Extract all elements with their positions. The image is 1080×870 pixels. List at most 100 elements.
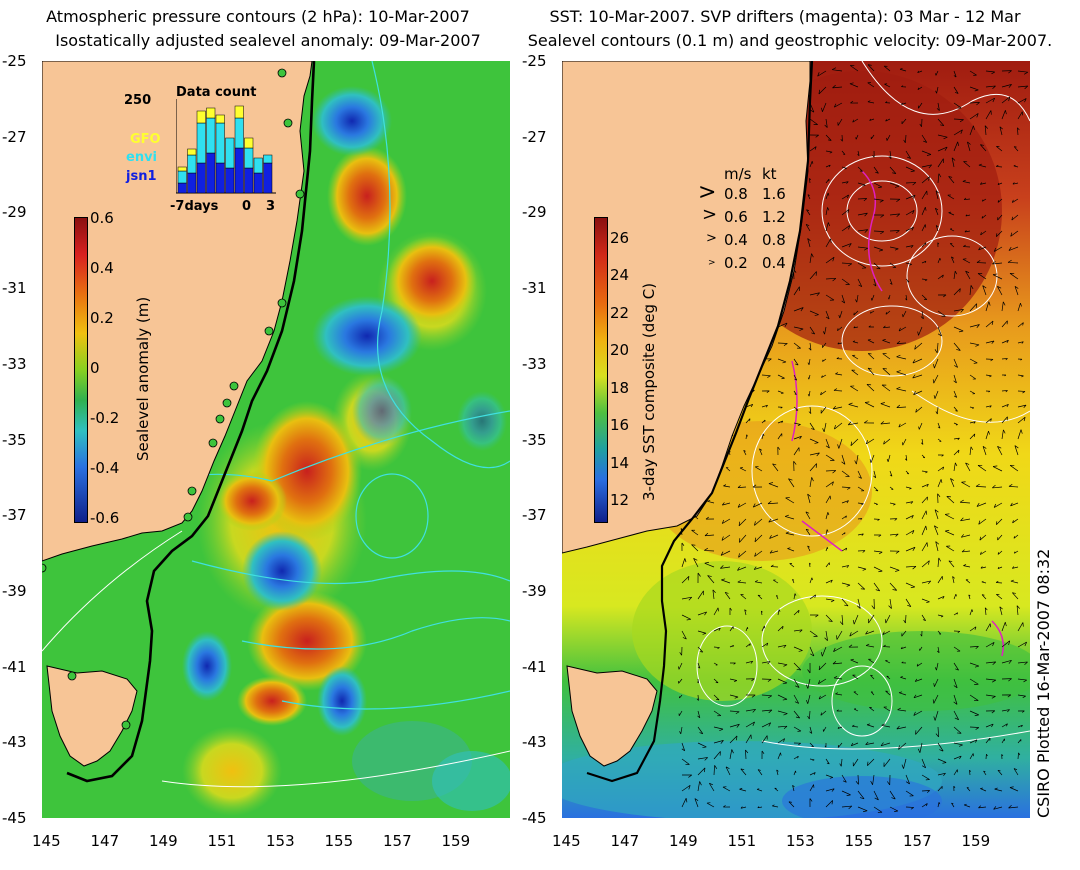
velocity-arrow	[836, 357, 843, 360]
velocity-arrow	[898, 742, 907, 750]
velocity-arrow	[985, 405, 992, 408]
velocity-arrow	[729, 694, 739, 699]
velocity-arrow	[753, 566, 763, 570]
velocity-arrow	[681, 614, 692, 621]
inset-bar-segment	[206, 117, 216, 154]
velocity-arrow	[953, 612, 959, 616]
velocity-arrow	[905, 565, 917, 570]
velocity-arrow	[905, 546, 916, 552]
velocity-arrow	[793, 726, 802, 732]
velocity-arrow	[809, 422, 815, 431]
velocity-arrow	[953, 726, 962, 734]
velocity-arrow	[1010, 230, 1019, 237]
velocity-arrow	[953, 141, 960, 152]
inset-bar-segment	[206, 107, 216, 119]
velocity-arrow	[981, 594, 987, 600]
velocity-arrow	[953, 755, 962, 760]
velocity-arrow	[697, 662, 701, 669]
vel-arrow-0.2: >	[708, 258, 716, 268]
velocity-arrow	[850, 742, 859, 747]
velocity-arrow	[953, 342, 961, 351]
shelf-isobath-right	[586, 61, 814, 783]
velocity-arrow	[887, 774, 891, 786]
tide-gauge-dot	[121, 720, 131, 730]
velocity-arrow	[822, 342, 827, 348]
velocity-arrow	[934, 509, 939, 520]
velocity-arrow	[707, 499, 715, 504]
velocity-arrow	[1013, 550, 1019, 554]
velocity-arrow	[777, 694, 788, 701]
velocity-arrow	[739, 467, 747, 472]
velocity-arrow	[869, 706, 875, 712]
velocity-arrow	[809, 161, 814, 168]
velocity-arrow	[723, 484, 731, 488]
velocity-arrow	[857, 150, 860, 157]
velocity-arrow	[969, 358, 978, 364]
velocity-arrow	[953, 646, 961, 652]
velocity-arrow	[697, 678, 699, 684]
velocity-arrow	[777, 358, 787, 364]
velocity-arrow	[777, 625, 784, 632]
vel-arrow-0.4: >	[706, 231, 717, 246]
velocity-arrow	[969, 710, 979, 717]
velocity-arrow	[885, 659, 891, 664]
velocity-arrow	[933, 525, 939, 536]
velocity-arrow	[825, 758, 830, 765]
velocity-arrow	[777, 752, 782, 760]
velocity-arrow	[729, 735, 738, 744]
velocity-arrow	[933, 710, 939, 721]
velocity-arrow	[969, 726, 980, 730]
velocity-arrow	[917, 742, 923, 753]
velocity-arrow	[847, 421, 859, 426]
velocity-arrow	[1008, 246, 1019, 251]
sealevel-contour	[696, 625, 758, 707]
velocity-arrow	[985, 320, 994, 328]
velocity-arrow	[935, 86, 939, 94]
velocity-arrow	[920, 630, 923, 637]
velocity-arrow	[777, 420, 784, 424]
velocity-arrow	[807, 238, 811, 248]
velocity-arrow	[979, 182, 987, 185]
velocity-arrow	[777, 433, 783, 440]
legend-gfo: GFO	[130, 132, 161, 147]
velocity-arrow	[837, 342, 843, 345]
velocity-arrow	[745, 678, 755, 682]
velocity-arrow	[729, 645, 734, 648]
velocity-arrow	[889, 502, 896, 506]
velocity-arrow	[1001, 110, 1007, 120]
inset-bar-segment	[263, 162, 273, 194]
velocity-arrow	[905, 194, 916, 200]
velocity-arrow	[777, 710, 788, 716]
tide-gauges	[42, 68, 305, 730]
velocity-arrow	[993, 246, 1003, 252]
velocity-arrow	[856, 598, 861, 609]
velocity-arrow	[745, 660, 754, 664]
velocity-arrow	[841, 470, 850, 477]
velocity-arrow	[889, 566, 900, 572]
velocity-arrow	[831, 67, 843, 72]
velocity-arrow	[774, 787, 779, 792]
velocity-arrow	[953, 70, 957, 78]
velocity-arrow	[953, 710, 959, 721]
velocity-arrow	[882, 630, 891, 635]
velocity-arrow	[937, 576, 943, 584]
velocity-arrow	[963, 161, 971, 168]
velocity-arrow	[868, 325, 875, 328]
velocity-arrow	[944, 529, 955, 536]
velocity-arrow	[1016, 605, 1020, 616]
velocity-arrow	[873, 278, 877, 287]
velocity-arrow	[822, 422, 827, 433]
velocity-arrow	[793, 342, 801, 349]
velocity-arrow	[1011, 214, 1019, 221]
velocity-arrow	[1001, 640, 1011, 648]
sla-feature	[182, 726, 282, 816]
inset-bar-segment	[196, 122, 206, 164]
sla-tick: 0.6	[90, 209, 114, 227]
velocity-arrow	[1012, 182, 1019, 185]
velocity-arrow	[713, 765, 718, 776]
y-axis-label: -45	[2, 809, 27, 827]
tasmania-land-right	[566, 665, 658, 767]
velocity-arrow	[809, 798, 813, 808]
pressure-contour	[281, 690, 510, 710]
velocity-arrow	[995, 518, 1003, 525]
